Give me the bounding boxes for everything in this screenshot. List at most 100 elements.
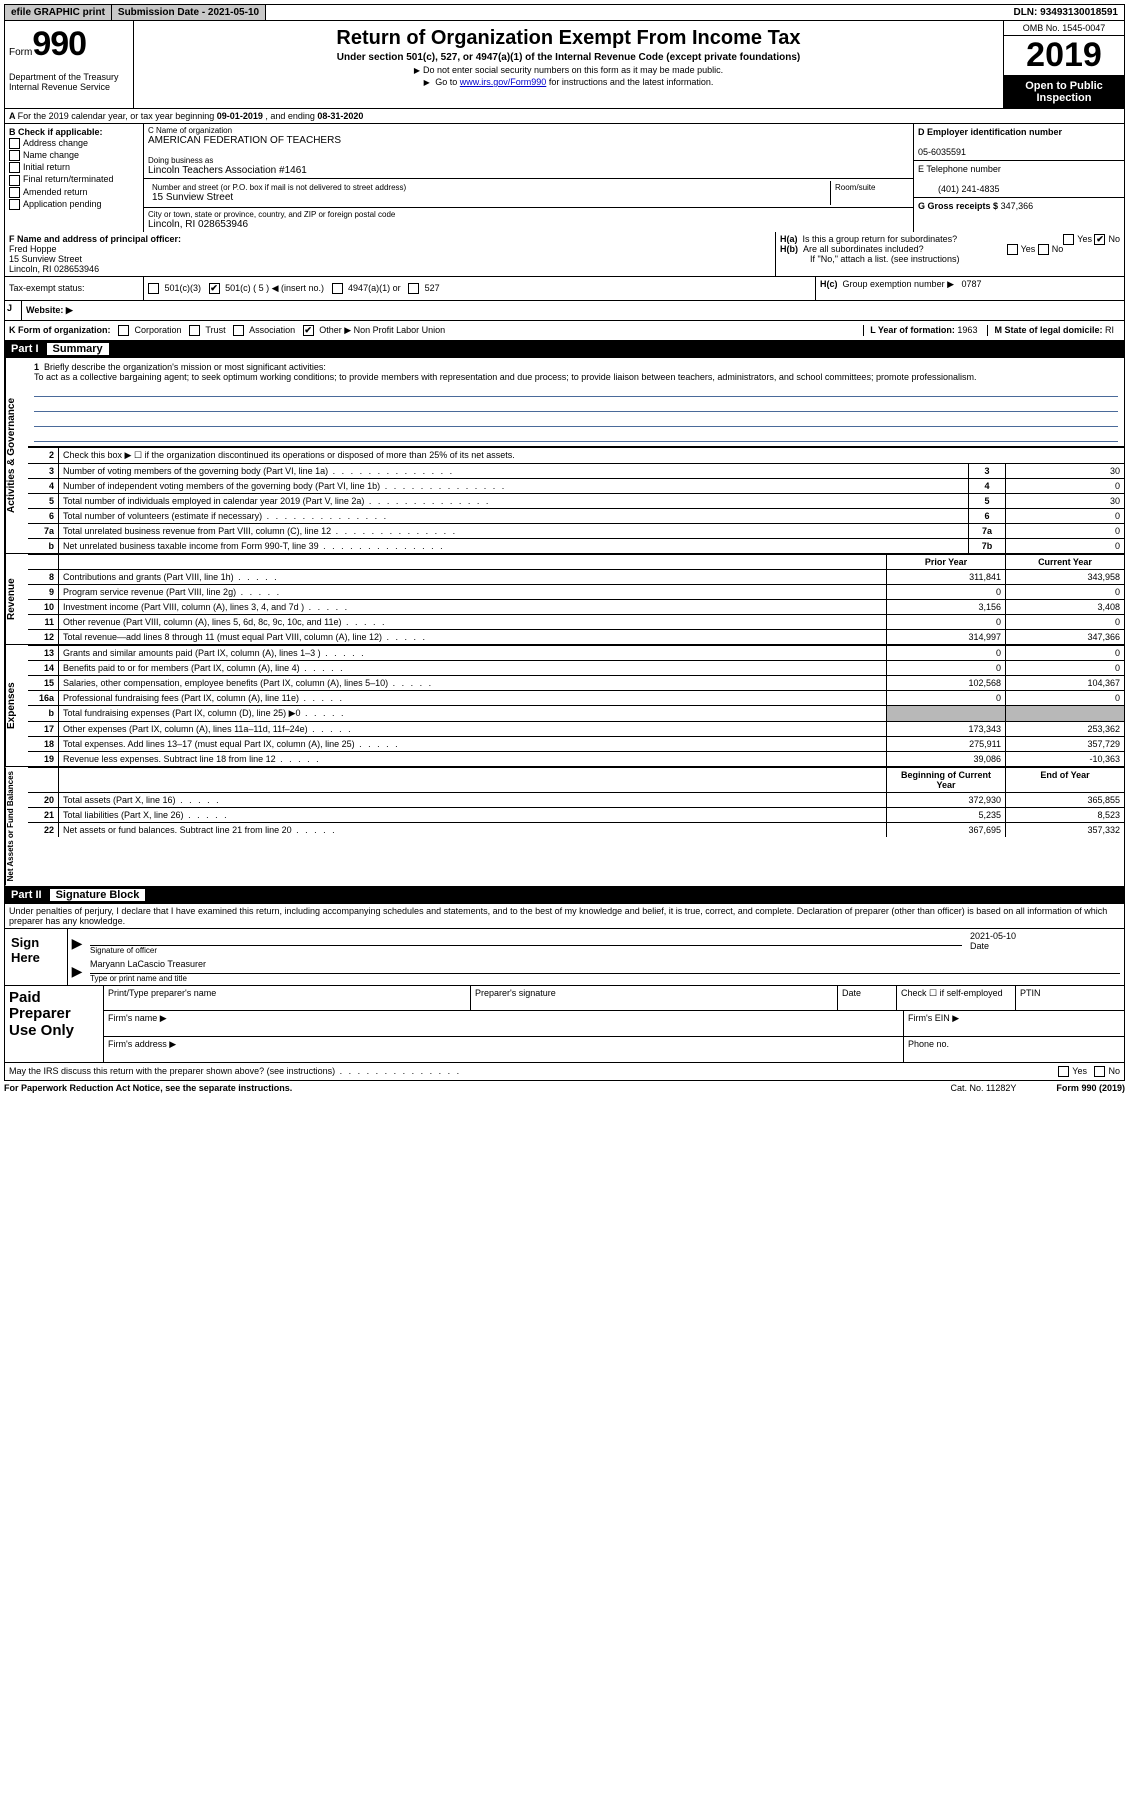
efile-print-button[interactable]: efile GRAPHIC print <box>5 5 112 20</box>
line-desc: Net assets or fund balances. Subtract li… <box>59 823 887 838</box>
department-label: Department of the Treasury Internal Reve… <box>9 72 129 92</box>
hc-cell: H(c) Group exemption number ▶ 0787 <box>815 277 1124 300</box>
website-row: J Website: ▶ <box>4 301 1125 321</box>
paid-label: Paid Preparer Use Only <box>5 986 104 1062</box>
row-a-mid: , and ending <box>263 111 318 121</box>
line-desc: Total revenue—add lines 8 through 11 (mu… <box>59 630 887 645</box>
line-val: 0 <box>1006 479 1125 494</box>
phone-cell: E Telephone number (401) 241-4835 <box>914 161 1124 198</box>
curr-val: 0 <box>1006 585 1125 600</box>
cb-final-return[interactable]: Final return/terminated <box>9 174 139 185</box>
discuss-yes[interactable] <box>1058 1066 1069 1077</box>
addr-label: Number and street (or P.O. box if mail i… <box>152 183 826 192</box>
sig-date-value: 2021-05-10 <box>970 931 1120 941</box>
submission-date-button[interactable]: Submission Date - 2021-05-10 <box>112 5 266 20</box>
cb-amended[interactable]: Amended return <box>9 187 139 198</box>
line-desc: Other expenses (Part IX, column (A), lin… <box>59 722 887 737</box>
prior-val: 5,235 <box>887 808 1006 823</box>
line-desc: Revenue less expenses. Subtract line 18 … <box>59 752 887 767</box>
officer-signature-field[interactable]: Signature of officer <box>86 929 966 957</box>
q2-text: Check this box ▶ ☐ if the organization d… <box>59 448 1125 464</box>
self-employed-cell[interactable]: Check ☐ if self-employed <box>897 986 1016 1010</box>
hc-value: 0787 <box>962 279 982 289</box>
tax-exempt-row: Tax-exempt status: 501(c)(3) 501(c) ( 5 … <box>4 277 1125 301</box>
firm-addr-cell[interactable]: Firm's address ▶ <box>104 1037 904 1062</box>
line-desc: Total expenses. Add lines 13–17 (must eq… <box>59 737 887 752</box>
line-desc: Other revenue (Part VIII, column (A), li… <box>59 615 887 630</box>
cb-4947[interactable] <box>332 283 343 294</box>
form-title: Return of Organization Exempt From Incom… <box>142 27 995 50</box>
prior-val: 275,911 <box>887 737 1006 752</box>
line-desc: Benefits paid to or for members (Part IX… <box>59 661 887 676</box>
line-num: 20 <box>28 793 59 808</box>
discuss-no[interactable] <box>1094 1066 1105 1077</box>
cb-other[interactable] <box>303 325 314 336</box>
signature-section: Under penalties of perjury, I declare th… <box>4 904 1125 986</box>
line-num: 22 <box>28 823 59 838</box>
officer-name-value: Maryann LaCascio Treasurer <box>90 959 1120 974</box>
sign-here-grid: Sign Here ▶ Signature of officer 2021-05… <box>5 929 1124 985</box>
prior-val: 0 <box>887 661 1006 676</box>
cb-assoc[interactable] <box>233 325 244 336</box>
cb-name-change[interactable]: Name change <box>9 150 139 161</box>
cb-corp[interactable] <box>118 325 129 336</box>
form-subtitle: Under section 501(c), 527, or 4947(a)(1)… <box>142 52 995 63</box>
line-desc: Contributions and grants (Part VIII, lin… <box>59 570 887 585</box>
h-cell: H(a) Is this a group return for subordin… <box>776 232 1124 276</box>
top-bar: efile GRAPHIC print Submission Date - 20… <box>4 4 1125 21</box>
website-label: Website: ▶ <box>22 301 1124 320</box>
prep-date-cell[interactable]: Date <box>838 986 897 1010</box>
org-name-label: C Name of organization <box>148 126 909 135</box>
line-desc: Net unrelated business taxable income fr… <box>59 539 969 554</box>
sig-arrow-icon: ▶ <box>68 929 86 957</box>
gross-receipts-cell: G Gross receipts $ 347,366 <box>914 198 1124 214</box>
curr-val: 0 <box>1006 661 1125 676</box>
hb-yes[interactable] <box>1007 244 1018 255</box>
firm-name-cell[interactable]: Firm's name ▶ <box>104 1011 904 1036</box>
line-box: 7b <box>969 539 1006 554</box>
prep-name-cell[interactable]: Print/Type preparer's name <box>104 986 471 1010</box>
phone-value: (401) 241-4835 <box>918 184 1000 194</box>
hdr-prior: Prior Year <box>887 555 1006 570</box>
ha-no[interactable] <box>1094 234 1105 245</box>
curr-val: 0 <box>1006 646 1125 661</box>
curr-val: -10,363 <box>1006 752 1125 767</box>
exp-table: 13 Grants and similar amounts paid (Part… <box>28 645 1124 766</box>
part2-title: Signature Block <box>50 889 146 901</box>
pra-notice: For Paperwork Reduction Act Notice, see … <box>4 1083 911 1093</box>
firm-phone-cell[interactable]: Phone no. <box>904 1037 1124 1062</box>
mission-text: To act as a collective bargaining agent;… <box>34 372 976 382</box>
cb-501c3[interactable] <box>148 283 159 294</box>
cb-initial-return[interactable]: Initial return <box>9 162 139 173</box>
part1-header: Part I Summary <box>4 341 1125 358</box>
cb-app-pending[interactable]: Application pending <box>9 199 139 210</box>
sig-date-cap: Date <box>970 941 1120 951</box>
form-990-number: 990 <box>32 25 86 63</box>
hb-no[interactable] <box>1038 244 1049 255</box>
cb-trust[interactable] <box>189 325 200 336</box>
cb-address-change[interactable]: Address change <box>9 138 139 149</box>
part1-num: Part I <box>11 343 47 355</box>
ptin-cell[interactable]: PTIN <box>1016 986 1124 1010</box>
column-b: B Check if applicable: Address change Na… <box>5 124 144 232</box>
line-val: 30 <box>1006 494 1125 509</box>
form990-link[interactable]: www.irs.gov/Form990 <box>460 77 547 87</box>
line-num: b <box>28 539 59 554</box>
h-note: If "No," attach a list. (see instruction… <box>780 254 1120 264</box>
cb-527[interactable] <box>408 283 419 294</box>
city-value: Lincoln, RI 028653946 <box>148 219 909 230</box>
line-num: 7a <box>28 524 59 539</box>
line-desc: Total assets (Part X, line 16) <box>59 793 887 808</box>
open-inspection: Open to Public Inspection <box>1004 76 1124 108</box>
line-desc: Total liabilities (Part X, line 26) <box>59 808 887 823</box>
officer-name-field[interactable]: Maryann LaCascio Treasurer Type or print… <box>86 957 1124 985</box>
ha-yes[interactable] <box>1063 234 1074 245</box>
firm-ein-cell[interactable]: Firm's EIN ▶ <box>904 1011 1124 1036</box>
prep-sig-cell[interactable]: Preparer's signature <box>471 986 838 1010</box>
line-num: 16a <box>28 691 59 706</box>
form-number-cell: Form990 Department of the Treasury Inter… <box>5 21 134 108</box>
line-desc: Program service revenue (Part VIII, line… <box>59 585 887 600</box>
sign-here-label: Sign Here <box>5 929 68 985</box>
prior-val: 367,695 <box>887 823 1006 838</box>
cb-501c[interactable] <box>209 283 220 294</box>
